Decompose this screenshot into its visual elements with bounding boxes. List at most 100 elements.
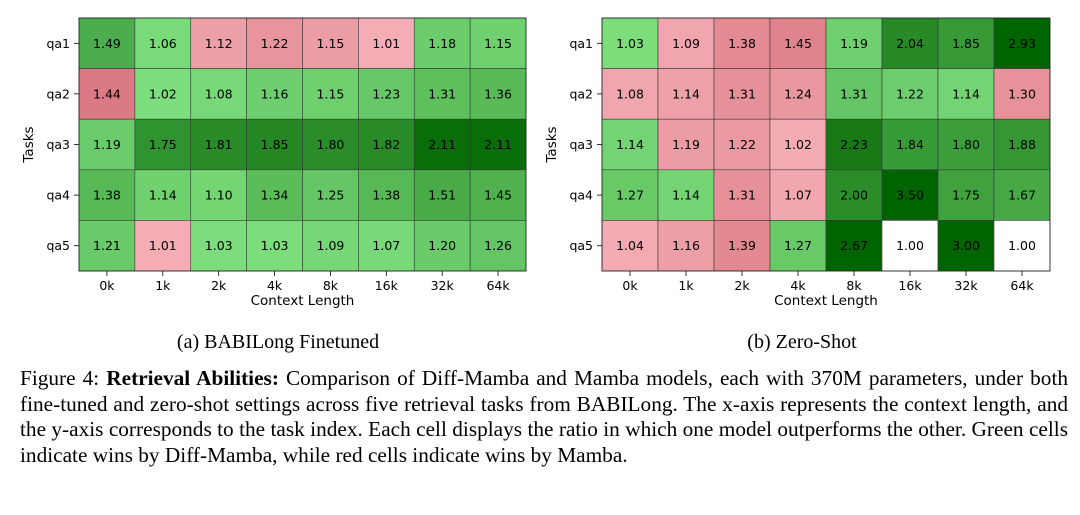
cell-value-label: 1.34	[261, 188, 289, 203]
heatmap-cell	[713, 220, 771, 272]
heatmap-cell	[302, 68, 359, 120]
cell-value-label: 1.10	[205, 188, 233, 203]
heatmap-cell	[246, 169, 303, 221]
cell-value-label: 1.31	[728, 188, 756, 203]
heatmap-cell	[413, 118, 471, 171]
y-tick-label: qa3	[46, 137, 70, 152]
x-tick-label: 16k	[375, 278, 399, 293]
caption-prefix: Figure 4:	[20, 366, 100, 390]
heatmap-cell	[937, 17, 995, 69]
heatmap-cell	[657, 220, 715, 272]
cell-value-label: 1.00	[1008, 238, 1036, 253]
cell-value-label: 1.02	[784, 137, 812, 152]
x-tick-label: 1k	[155, 278, 171, 293]
cell-value-label: 1.45	[784, 36, 812, 51]
x-axis-label: Context Length	[251, 293, 355, 309]
cell-value-label: 1.08	[205, 86, 233, 101]
heatmap-cell	[993, 220, 1051, 272]
x-tick-label: 8k	[846, 278, 862, 293]
heatmap-cell	[937, 68, 995, 120]
cell-value-label: 1.14	[672, 188, 700, 203]
cell-value-label: 1.15	[317, 86, 345, 101]
cell-value-label: 1.14	[952, 86, 980, 101]
cell-value-label: 2.04	[896, 36, 924, 51]
x-tick-label: 2k	[734, 278, 750, 293]
heatmap-finetuned: 1.49 1.06 1.12 1.22 1.15 1.01 1.18 1.15 1.44 1.02…	[21, 17, 527, 309]
heatmap-cell	[657, 118, 715, 171]
y-tick-label: qa2	[46, 86, 70, 101]
cell-value-label: 1.31	[840, 86, 868, 101]
cell-value-label: 1.07	[372, 238, 400, 253]
x-tick-label: 4k	[790, 278, 806, 293]
cell-value-label: 1.80	[952, 137, 980, 152]
cell-value-label: 1.82	[372, 137, 400, 152]
cell-value-label: 1.14	[149, 188, 177, 203]
x-axis-label: Context Length	[774, 293, 878, 309]
x-tick-label: 1k	[678, 278, 694, 293]
cell-value-label: 1.12	[205, 36, 233, 51]
y-tick-label: qa5	[569, 238, 593, 253]
cell-value-label: 1.09	[672, 36, 700, 51]
cell-value-label: 1.16	[672, 238, 700, 253]
cell-value-label: 1.75	[149, 137, 177, 152]
cell-value-label: 1.39	[728, 238, 756, 253]
cell-value-label: 1.03	[261, 238, 289, 253]
heatmap-cell	[134, 17, 192, 69]
cell-value-label: 1.38	[372, 188, 400, 203]
x-tick-label: 16k	[898, 278, 922, 293]
heatmap-cell	[993, 17, 1051, 69]
cell-value-label: 1.75	[952, 188, 980, 203]
cell-value-label: 1.80	[317, 137, 345, 152]
heatmap-cell	[825, 68, 883, 120]
heatmap-cell	[469, 68, 527, 120]
cell-value-label: 3.50	[896, 188, 924, 203]
cell-value-label: 1.15	[484, 36, 512, 51]
heatmap-cell	[825, 220, 883, 272]
heatmap-cell	[713, 68, 771, 120]
heatmap-cell	[190, 220, 247, 272]
cell-value-label: 2.11	[428, 137, 456, 152]
heatmap-cell	[302, 220, 359, 272]
cell-value-label: 1.67	[1008, 188, 1036, 203]
caption-body: Comparison of Diff-Mamba and Mamba model…	[20, 366, 1069, 467]
heatmap-cell	[302, 118, 359, 171]
cell-value-label: 1.00	[896, 238, 924, 253]
heatmap-cell	[302, 169, 359, 221]
heatmap-cell	[881, 68, 939, 120]
x-tick-label: 8k	[323, 278, 339, 293]
heatmap-cell	[937, 118, 995, 171]
cell-value-label: 1.51	[428, 188, 456, 203]
cell-value-label: 1.30	[1008, 86, 1036, 101]
heatmap-cell	[413, 68, 471, 120]
heatmap-zero-shot: 1.03 1.09 1.38 1.45 1.19 2.04 1.85 2.93 1.08 1.14…	[544, 17, 1051, 309]
y-tick-label: qa5	[46, 238, 70, 253]
heatmap-cell	[937, 169, 995, 221]
cell-value-label: 1.84	[896, 137, 924, 152]
y-axis-label: Tasks	[21, 126, 37, 163]
cell-value-label: 1.19	[672, 137, 700, 152]
x-tick-label: 32k	[954, 278, 978, 293]
heatmap-cell	[78, 17, 136, 69]
heatmap-cell	[469, 17, 527, 69]
y-tick-label: qa3	[569, 137, 593, 152]
heatmap-panel-finetuned: 1.49 1.06 1.12 1.22 1.15 1.01 1.18 1.15 1.44 1.02…	[0, 0, 540, 330]
x-tick-label: 0k	[622, 278, 638, 293]
heatmap-cell	[881, 118, 939, 171]
heatmap-cell	[881, 220, 939, 272]
y-tick-label: qa4	[46, 188, 70, 203]
heatmap-cell	[358, 68, 415, 120]
x-tick-label: 2k	[211, 278, 227, 293]
cell-value-label: 1.38	[93, 188, 121, 203]
cell-value-label: 1.18	[428, 36, 456, 51]
cell-value-label: 1.49	[93, 36, 121, 51]
cell-value-label: 1.16	[261, 86, 289, 101]
heatmap-cell	[246, 220, 303, 272]
y-tick-label: qa4	[569, 188, 593, 203]
heatmap-cell	[881, 169, 939, 221]
heatmap-cell	[601, 169, 659, 221]
heatmap-cell	[134, 68, 192, 120]
heatmap-cell	[134, 118, 192, 171]
cell-value-label: 1.01	[372, 36, 400, 51]
cell-value-label: 1.08	[616, 86, 644, 101]
cell-value-label: 1.22	[261, 36, 289, 51]
